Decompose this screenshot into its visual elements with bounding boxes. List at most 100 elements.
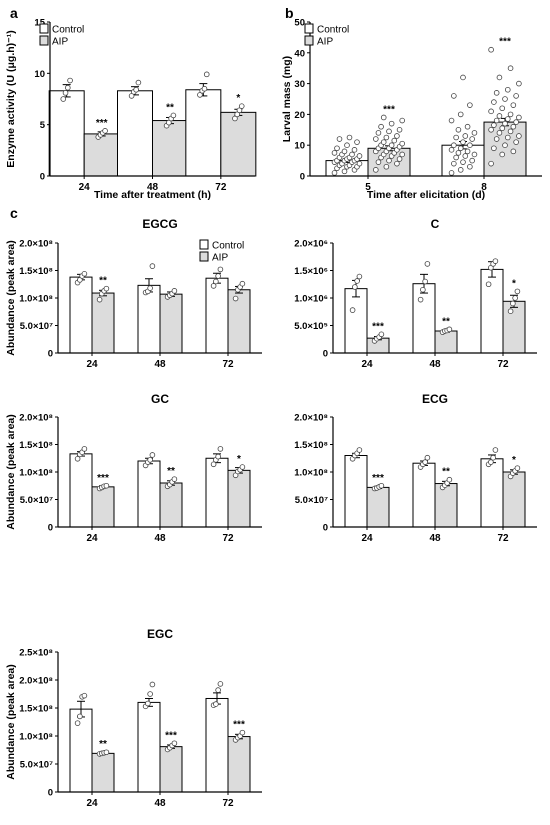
data-point [455, 150, 462, 156]
data-point [496, 130, 503, 136]
data-point [493, 136, 500, 142]
data-point [488, 108, 494, 115]
y-tick-label: 15 [34, 18, 45, 29]
x-tick-label: 72 [222, 798, 234, 809]
x-tick-label: 48 [429, 533, 441, 544]
legend-swatch [304, 35, 314, 46]
legend-label: Control [52, 25, 84, 36]
bar-control [69, 276, 93, 354]
data-point [67, 77, 73, 84]
data-point [166, 119, 172, 126]
data-point [491, 122, 497, 128]
y-tick-label: 0 [48, 349, 53, 360]
data-point [133, 86, 139, 93]
legend-swatch [304, 23, 314, 34]
x-tick-label: 48 [154, 533, 166, 544]
data-point [510, 300, 516, 307]
data-point [149, 263, 156, 269]
bar-control [117, 90, 153, 177]
chart-c-c: C *** 24 ** 48 * 72 0 5.0×10⁵ 1.0×10⁶ 1.5×10⁶ 2.0×1… [294, 217, 537, 370]
panel-label-b: b [285, 5, 294, 21]
x-tick-label: 24 [86, 533, 98, 544]
data-point [341, 168, 348, 175]
data-point [378, 482, 385, 489]
chart-title: ECG [422, 392, 448, 406]
x-tick-label: 72 [215, 182, 227, 193]
data-point [448, 147, 455, 153]
data-point [346, 134, 353, 141]
chart-b: *** 5 *** 8 0 10 20 30 40 50 Time after elicitatio… [281, 18, 542, 201]
data-point [391, 137, 398, 144]
chart-title: EGCG [142, 217, 177, 231]
data-point [380, 114, 387, 121]
data-point [502, 142, 508, 149]
panel-label-c: c [10, 205, 18, 221]
bar-aip [152, 120, 188, 177]
legend-label: AIP [212, 253, 228, 264]
bar-aip [434, 330, 458, 354]
data-point [103, 482, 110, 489]
data-point [460, 74, 466, 81]
data-point [215, 687, 221, 693]
bar-control [205, 697, 229, 793]
data-point [394, 133, 400, 139]
data-point [77, 713, 83, 720]
data-point [336, 136, 343, 142]
data-point [448, 170, 455, 176]
y-tick-label: 2.5×10⁸ [19, 648, 53, 659]
data-point [464, 123, 471, 130]
bar-aip [227, 736, 251, 793]
data-point [420, 286, 426, 293]
data-point [455, 127, 462, 133]
data-point [197, 92, 203, 98]
chart-title: GC [151, 392, 169, 406]
x-axis-label: Time after treatment (h) [94, 189, 211, 201]
data-point [516, 114, 522, 121]
bar-aip [159, 482, 183, 528]
x-tick-label: 24 [86, 359, 98, 370]
legend-label: AIP [52, 37, 68, 48]
data-point [448, 117, 455, 124]
y-tick-label: 2.0×10⁸ [19, 239, 53, 250]
bar-aip [220, 111, 257, 177]
y-tick-label: 1.5×10⁶ [294, 266, 328, 277]
significance-label: ** [442, 316, 450, 327]
data-point [471, 151, 478, 158]
y-tick-label: 1.0×10⁸ [19, 468, 53, 479]
data-point [388, 120, 395, 127]
y-tick-label: 1.0×10⁸ [19, 732, 53, 743]
bar-aip [159, 293, 183, 354]
y-tick-label: 5.0×10⁷ [20, 760, 53, 771]
y-tick-label: 0 [48, 523, 53, 534]
x-tick-label: 48 [154, 798, 166, 809]
data-point [507, 65, 514, 71]
bar-control [412, 283, 436, 354]
legend-label: AIP [317, 37, 333, 48]
data-point [74, 455, 81, 462]
data-point [485, 281, 492, 288]
y-tick-label: 20 [294, 110, 305, 121]
y-tick-label: 5.0×10⁷ [20, 495, 53, 506]
data-point [462, 153, 469, 159]
y-tick-label: 5.0×10⁷ [20, 321, 53, 332]
data-point [504, 134, 511, 141]
chart-a: *** 24 ** 48 * 72 0 5 10 15 Time after treatment (… [5, 18, 257, 201]
data-point [457, 111, 464, 118]
x-tick-label: 24 [86, 798, 98, 809]
data-point [513, 139, 519, 145]
y-tick-label: 30 [294, 79, 305, 90]
x-tick-label: 72 [497, 533, 509, 544]
y-tick-label: 2.0×10⁸ [294, 413, 328, 424]
data-point [60, 96, 67, 102]
data-point [422, 278, 428, 285]
data-point [62, 90, 69, 96]
bar-control [344, 288, 368, 354]
data-point [354, 278, 360, 284]
data-point [239, 729, 246, 736]
significance-label: *** [96, 118, 108, 129]
data-point [493, 117, 500, 124]
bar-aip [227, 289, 251, 354]
